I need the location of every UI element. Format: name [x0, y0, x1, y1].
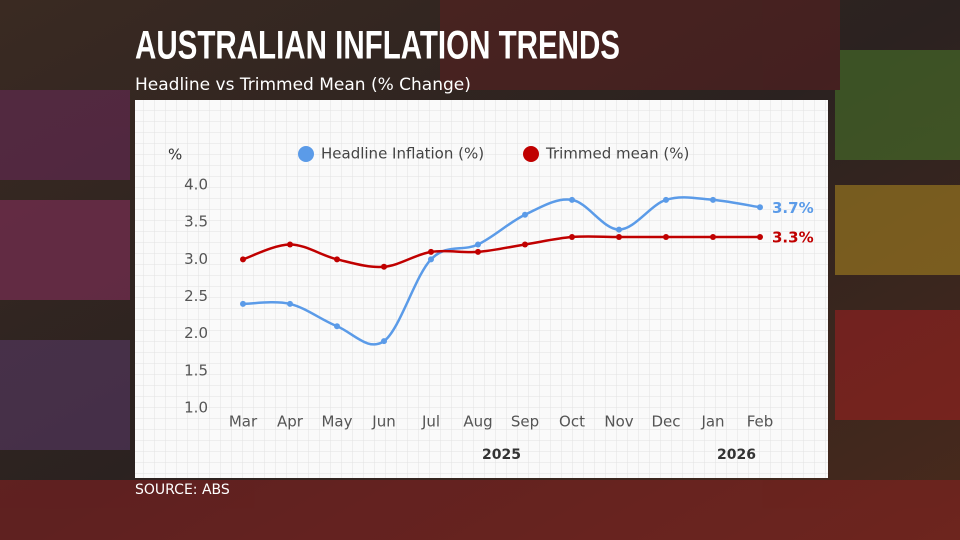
chart-subtitle: Headline vs Trimmed Mean (% Change) — [135, 75, 471, 95]
data-point — [569, 196, 575, 203]
x-tick-label: Feb — [747, 413, 774, 431]
year-label: 2025 — [482, 447, 521, 463]
data-point — [428, 256, 434, 263]
x-tick-label: Sep — [511, 413, 539, 431]
x-tick-label: May — [321, 413, 352, 431]
y-tick-label: 2.5 — [184, 287, 208, 305]
data-point — [663, 234, 669, 241]
data-point — [569, 234, 575, 241]
data-point — [757, 204, 763, 211]
data-point — [428, 248, 434, 255]
end-label: 3.7% — [772, 199, 814, 217]
data-point — [334, 256, 340, 263]
x-tick-label: Apr — [277, 413, 304, 431]
data-point — [616, 234, 622, 241]
data-point — [475, 248, 481, 255]
data-point — [757, 234, 763, 241]
data-point — [381, 338, 387, 345]
data-point — [287, 241, 293, 248]
x-tick-label: Jan — [700, 413, 724, 431]
legend-marker — [523, 146, 539, 162]
paper-grid — [135, 100, 828, 478]
y-tick-label: 3.0 — [184, 250, 208, 268]
year-label: 2026 — [717, 447, 756, 463]
x-tick-label: Aug — [463, 413, 492, 431]
data-point — [710, 196, 716, 203]
data-point — [240, 256, 246, 263]
x-tick-label: Jun — [371, 413, 395, 431]
data-point — [381, 263, 387, 270]
data-point — [240, 300, 246, 307]
data-point — [522, 211, 528, 218]
data-point — [663, 196, 669, 203]
data-point — [334, 323, 340, 330]
y-tick-label: 3.5 — [184, 213, 208, 231]
x-tick-label: Oct — [559, 413, 585, 431]
end-label: 3.3% — [772, 229, 814, 247]
y-tick-label: 2.0 — [184, 324, 208, 342]
legend-label: Headline Inflation (%) — [321, 145, 484, 163]
x-tick-label: Mar — [229, 413, 258, 431]
x-tick-label: Dec — [651, 413, 680, 431]
data-point — [616, 226, 622, 233]
x-tick-label: Jul — [421, 413, 440, 431]
y-tick-label: 4.0 — [184, 176, 208, 194]
y-axis-label: % — [168, 146, 182, 164]
series-line — [242, 235, 760, 269]
legend-label: Trimmed mean (%) — [545, 145, 689, 163]
x-tick-label: Nov — [604, 413, 633, 431]
data-point — [475, 241, 481, 248]
data-point — [522, 241, 528, 248]
source: SOURCE: ABS — [135, 482, 230, 498]
chart-title: AUSTRALIAN INFLATION TRENDS — [135, 24, 620, 68]
data-point — [287, 300, 293, 307]
y-tick-label: 1.5 — [184, 361, 208, 379]
data-point — [710, 234, 716, 241]
y-tick-label: 1.0 — [184, 399, 208, 417]
legend-marker — [298, 146, 314, 162]
